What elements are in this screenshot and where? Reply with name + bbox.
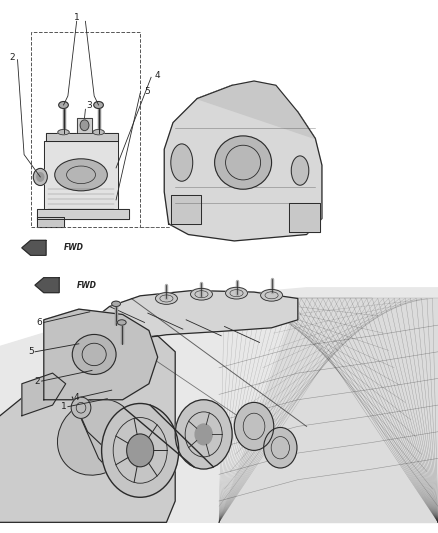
Polygon shape — [70, 290, 298, 368]
Polygon shape — [171, 195, 201, 224]
Ellipse shape — [155, 293, 177, 304]
Polygon shape — [197, 81, 315, 139]
Circle shape — [264, 427, 297, 468]
Circle shape — [80, 120, 89, 131]
Ellipse shape — [117, 320, 126, 325]
Circle shape — [33, 168, 47, 185]
Ellipse shape — [72, 335, 116, 374]
Text: 4: 4 — [155, 71, 160, 80]
Polygon shape — [22, 240, 46, 255]
Polygon shape — [37, 217, 64, 227]
Circle shape — [195, 424, 212, 445]
Ellipse shape — [226, 287, 247, 299]
Text: 3: 3 — [86, 101, 92, 109]
Text: 1: 1 — [60, 402, 67, 411]
Polygon shape — [44, 141, 118, 209]
Ellipse shape — [71, 397, 91, 418]
Polygon shape — [164, 85, 322, 241]
Text: 5: 5 — [144, 87, 150, 96]
Ellipse shape — [261, 289, 283, 301]
Text: 2: 2 — [35, 377, 40, 385]
Polygon shape — [22, 373, 66, 416]
Polygon shape — [46, 133, 118, 141]
Ellipse shape — [94, 101, 103, 109]
Bar — [31, 32, 140, 227]
Circle shape — [234, 402, 274, 450]
Text: FWD: FWD — [64, 244, 84, 252]
Polygon shape — [219, 298, 438, 522]
Text: 5: 5 — [28, 348, 34, 356]
Ellipse shape — [112, 301, 120, 306]
Ellipse shape — [58, 130, 69, 135]
Ellipse shape — [57, 399, 135, 475]
Bar — [77, 118, 92, 133]
Text: 4: 4 — [74, 393, 79, 401]
Ellipse shape — [59, 101, 68, 109]
Ellipse shape — [171, 144, 193, 181]
Ellipse shape — [191, 288, 212, 300]
Polygon shape — [44, 309, 158, 400]
Polygon shape — [0, 288, 438, 522]
Ellipse shape — [93, 130, 104, 135]
Text: 6: 6 — [36, 318, 42, 327]
Polygon shape — [37, 209, 129, 219]
Text: 1: 1 — [74, 13, 80, 21]
Ellipse shape — [291, 156, 309, 185]
Text: 2: 2 — [9, 53, 14, 61]
Ellipse shape — [215, 136, 272, 189]
Circle shape — [102, 403, 179, 497]
Polygon shape — [0, 336, 175, 522]
Circle shape — [37, 173, 44, 181]
Circle shape — [175, 400, 232, 469]
Polygon shape — [35, 278, 59, 293]
Ellipse shape — [55, 159, 107, 191]
Text: FWD: FWD — [77, 281, 97, 289]
Polygon shape — [289, 203, 320, 232]
Circle shape — [127, 434, 154, 467]
